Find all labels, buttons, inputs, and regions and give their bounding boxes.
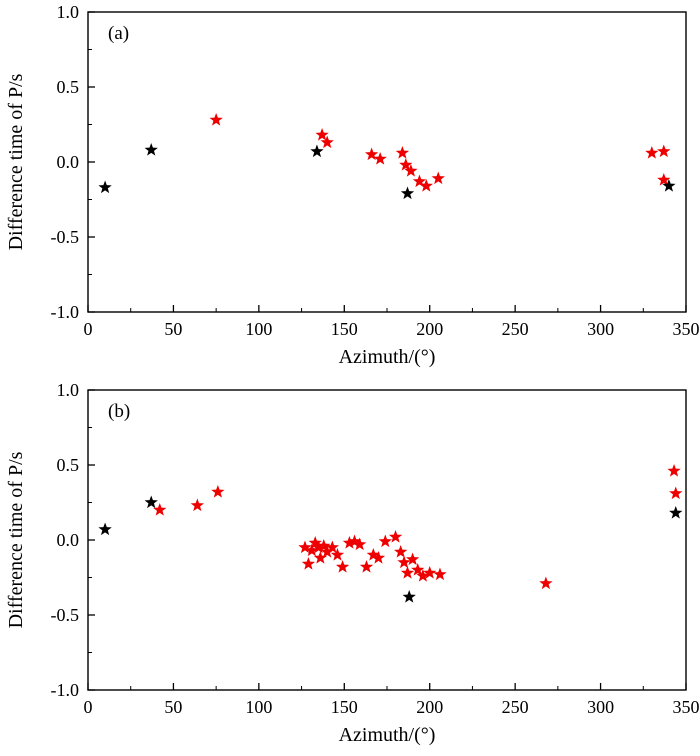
red-stars-marker bbox=[366, 548, 380, 561]
red-stars-marker bbox=[394, 545, 408, 558]
black-stars-marker bbox=[98, 522, 112, 536]
red-stars-marker bbox=[211, 485, 225, 498]
x-tick-label: 200 bbox=[416, 319, 443, 339]
y-axis-title: Difference time of P/s bbox=[5, 451, 27, 628]
y-tick-label: -1.0 bbox=[51, 302, 80, 322]
red-stars-marker bbox=[313, 551, 328, 564]
black-stars-marker bbox=[402, 590, 416, 603]
black-stars-marker bbox=[98, 180, 112, 194]
y-tick-label: -1.0 bbox=[51, 680, 80, 700]
plot-frame bbox=[87, 11, 687, 313]
red-stars-marker bbox=[667, 464, 681, 477]
x-tick-label: 0 bbox=[84, 319, 93, 339]
x-tick-label: 300 bbox=[587, 697, 614, 717]
red-stars-marker bbox=[539, 576, 553, 590]
red-stars-marker bbox=[153, 503, 167, 516]
y-axis-title: Difference time of P/s bbox=[5, 73, 27, 250]
red-stars-marker bbox=[335, 560, 350, 573]
red-stars-marker bbox=[320, 545, 334, 558]
red-stars-marker bbox=[317, 539, 331, 552]
red-stars-marker bbox=[404, 164, 418, 177]
red-stars-marker bbox=[395, 146, 410, 159]
red-stars-marker bbox=[308, 536, 322, 549]
red-stars-marker bbox=[353, 537, 367, 551]
y-tick-label: 1.0 bbox=[57, 380, 80, 400]
red-stars-marker bbox=[657, 144, 671, 158]
y-tick-label: 0.5 bbox=[57, 455, 80, 475]
red-stars-marker bbox=[320, 135, 334, 149]
red-stars-marker bbox=[645, 146, 659, 159]
y-tick-label: -0.5 bbox=[51, 605, 80, 625]
red-stars-marker bbox=[364, 147, 379, 161]
x-tick-label: 150 bbox=[331, 697, 358, 717]
red-stars-marker bbox=[400, 566, 415, 579]
y-tick-label: 1.0 bbox=[57, 2, 80, 22]
red-stars-marker bbox=[411, 563, 425, 576]
black-stars-marker bbox=[144, 143, 158, 156]
x-axis-title: Azimuth/(°) bbox=[339, 346, 436, 368]
red-stars-marker bbox=[325, 540, 339, 554]
red-stars-marker bbox=[433, 567, 447, 581]
red-stars-marker bbox=[419, 179, 433, 192]
x-tick-label: 50 bbox=[164, 319, 182, 339]
x-tick-label: 350 bbox=[673, 697, 700, 717]
y-tick-label: 0.5 bbox=[57, 77, 80, 97]
panel-label: (b) bbox=[108, 401, 130, 422]
x-tick-label: 150 bbox=[331, 319, 358, 339]
x-tick-label: 250 bbox=[502, 697, 529, 717]
red-stars-marker bbox=[388, 530, 403, 543]
black-stars-marker bbox=[310, 144, 324, 158]
red-stars-marker bbox=[359, 560, 374, 573]
panel-label: (a) bbox=[108, 23, 129, 44]
red-stars-marker bbox=[190, 498, 205, 512]
red-stars-marker bbox=[298, 540, 312, 554]
black-stars-marker bbox=[400, 186, 415, 200]
red-stars-marker bbox=[423, 566, 437, 579]
x-tick-label: 350 bbox=[673, 319, 700, 339]
y-tick-label: 0.0 bbox=[57, 530, 80, 550]
x-tick-label: 300 bbox=[587, 319, 614, 339]
red-stars-marker bbox=[416, 569, 430, 582]
red-stars-marker bbox=[315, 128, 329, 141]
red-stars-marker bbox=[330, 548, 345, 561]
black-stars-marker bbox=[144, 495, 158, 509]
red-stars-marker bbox=[373, 152, 387, 165]
red-stars-marker bbox=[378, 534, 392, 548]
red-stars-marker bbox=[405, 552, 420, 566]
red-stars-marker bbox=[209, 113, 223, 126]
x-tick-label: 50 bbox=[164, 697, 182, 717]
scatter-plot-a: 0 50 100 150 200 250 300 350 1.0 0.5 0.0 -0.5 -1.0 Az… bbox=[5, 2, 700, 368]
red-stars-marker bbox=[657, 173, 671, 186]
red-stars-marker bbox=[669, 486, 683, 500]
red-stars-marker bbox=[431, 171, 445, 185]
x-tick-label: 250 bbox=[502, 319, 529, 339]
red-stars-marker bbox=[347, 534, 362, 548]
red-stars-marker bbox=[399, 158, 413, 171]
x-tick-label: 200 bbox=[416, 697, 443, 717]
x-tick-label: 0 bbox=[84, 697, 93, 717]
red-stars-marker bbox=[301, 557, 316, 570]
red-stars-marker bbox=[305, 543, 319, 557]
y-tick-label: 0.0 bbox=[57, 152, 80, 172]
black-stars-marker bbox=[662, 179, 676, 192]
black-stars-marker bbox=[669, 506, 683, 519]
x-tick-label: 100 bbox=[245, 697, 272, 717]
red-stars-marker bbox=[371, 551, 386, 564]
red-stars-marker bbox=[412, 174, 427, 188]
red-stars-marker bbox=[397, 555, 411, 569]
scatter-plot-b: 0 50 100 150 200 250 300 350 1.0 0.5 0.0 -0.5 -1.0 Az… bbox=[5, 380, 700, 746]
y-tick-label: -0.5 bbox=[51, 227, 80, 247]
x-axis-title: Azimuth/(°) bbox=[339, 724, 436, 746]
red-stars-marker bbox=[312, 540, 326, 554]
red-stars-marker bbox=[342, 536, 357, 549]
x-tick-label: 100 bbox=[245, 319, 272, 339]
